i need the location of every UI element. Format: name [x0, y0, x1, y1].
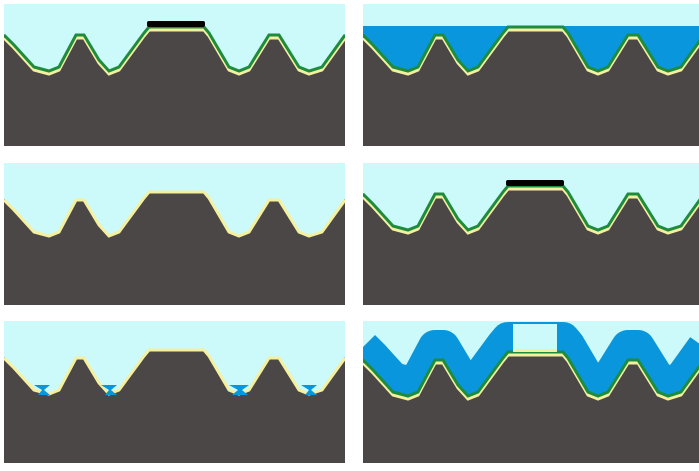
page: (() => { const data = JSON.parse(documen… [0, 0, 699, 471]
cap [147, 21, 205, 27]
panel [363, 163, 699, 305]
panel [363, 321, 699, 471]
gap [513, 324, 557, 350]
plateau-edge [513, 349, 557, 352]
panel [4, 321, 345, 469]
panel [4, 4, 345, 146]
panel [4, 163, 345, 311]
panel [363, 4, 699, 146]
cap [506, 180, 564, 186]
screenshot [0, 0, 699, 471]
